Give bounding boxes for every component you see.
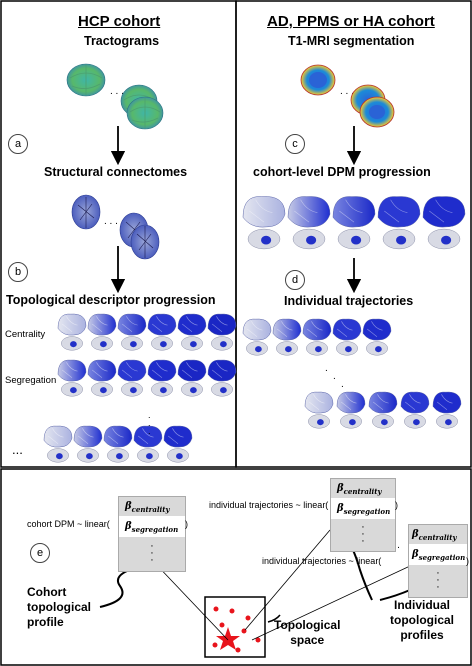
dpm-brain-4 [422, 196, 466, 250]
step-c-marker: c [285, 134, 305, 154]
traj1-brain-1 [272, 318, 302, 356]
hcp-cohort-title: HCP cohort [78, 13, 161, 30]
left-brain-r1-c1 [87, 359, 117, 397]
individual-equation-1: individual trajectories ~ linear( [209, 500, 329, 510]
dpm-brain-0 [242, 196, 286, 250]
left-ellipsis: ... [12, 442, 23, 457]
traj2-brain-3 [400, 391, 430, 429]
step-d-marker: d [285, 270, 305, 290]
connectome-brain-1 [71, 194, 101, 230]
link-ind2-to-space [251, 565, 411, 641]
traj1-brain-3 [332, 318, 362, 356]
tractogram-brain-3 [126, 96, 164, 130]
link-cohort-to-space [151, 559, 229, 641]
left-brain-r1-c2 [117, 359, 147, 397]
left-brain-r2-c4 [163, 425, 193, 463]
trajectory-row-2 [304, 391, 462, 429]
left-brain-r1-c5 [207, 359, 237, 397]
t1-segmentation-label: T1-MRI segmentation [288, 34, 415, 48]
topological-progression-label: Topological descriptor progression [6, 293, 216, 307]
left-brain-r2-c0 [43, 425, 73, 463]
cohort-profile-label: Cohort topological profile [27, 585, 91, 629]
connectome-dots: . . . [104, 216, 118, 227]
left-panel-frame [0, 0, 237, 468]
left-brain-r0-c1 [87, 313, 117, 351]
segmentation-dots: . . . [340, 86, 354, 97]
traj2-brain-4 [432, 391, 462, 429]
left-brain-r2-c2 [103, 425, 133, 463]
individual-profile-leader-2 [379, 589, 411, 601]
individual-trajectories-label: Individual trajectories [284, 294, 414, 308]
individual-profiles-label: Individual topological profiles [390, 598, 454, 642]
left-brain-r1-c3 [147, 359, 177, 397]
traj1-brain-2 [302, 318, 332, 356]
tractogram-brain-1 [66, 63, 106, 97]
right-panel-frame [235, 0, 472, 468]
trajectory-row-1 [242, 318, 392, 356]
left-grid-vdots-3: . [148, 426, 151, 436]
segmentation-brain-3 [359, 96, 395, 128]
left-brain-r0-c0 [57, 313, 87, 351]
cohort-beta-vector: βcentrality βsegregation · · · [118, 496, 186, 572]
bottom-panel-frame [0, 468, 472, 666]
left-brain-r0-c4 [177, 313, 207, 351]
dpm-brain-2 [332, 196, 376, 250]
left-brain-r2-c3 [133, 425, 163, 463]
left-progression-grid [43, 313, 237, 463]
individual-equation-2: individual trajectories ~ linear( [262, 556, 382, 566]
topological-space-label: Topological space [274, 618, 341, 647]
traj2-brain-2 [368, 391, 398, 429]
individual-profile-leader-1 [351, 547, 373, 601]
cohort-profile-leader [99, 567, 136, 608]
trajectory-diag-dots-3: . [341, 379, 344, 390]
dpm-brain-3 [377, 196, 421, 250]
left-brain-r1-c0 [57, 359, 87, 397]
individual-beta-vector-2: βcentrality βsegregation · · · [408, 524, 468, 598]
individual-equation-2-close: ) [466, 556, 469, 566]
link-ind1-to-space [244, 529, 331, 631]
cohort-dpm-row [242, 196, 466, 250]
left-brain-r1-c4 [177, 359, 207, 397]
step-a-marker: a [8, 134, 28, 154]
tractograms-label: Tractograms [84, 34, 160, 48]
cohort-equation: cohort DPM ~ linear( [27, 519, 110, 529]
left-grid-vdots-2: . [148, 418, 151, 428]
left-brain-r0-c5 [207, 313, 237, 351]
dpm-brain-1 [287, 196, 331, 250]
left-brain-r0-c3 [147, 313, 177, 351]
space-label-leader [267, 614, 281, 623]
structural-connectomes-label: Structural connectomes [44, 165, 188, 179]
centrality-row-label: Centrality [5, 329, 46, 340]
cohort-equation-close: ) [185, 519, 188, 529]
ad-cohort-title: AD, PPMS or HA cohort [267, 13, 435, 30]
traj2-brain-1 [336, 391, 366, 429]
segregation-row-label: Segregation [5, 375, 57, 386]
step-b-marker: b [8, 262, 28, 282]
cohort-dpm-label: cohort-level DPM progression [253, 165, 431, 179]
traj2-brain-0 [304, 391, 334, 429]
individual-equation-1-close: ) [395, 500, 398, 510]
connectome-brain-3 [130, 224, 160, 260]
individual-beta-vector-1: βcentrality βsegregation · · · [330, 478, 396, 552]
segmentation-brain-1 [300, 64, 336, 96]
step-e-marker: e [30, 543, 50, 563]
cohort-star-marker [216, 627, 240, 650]
left-grid-vdots: . [148, 410, 151, 420]
trajectory-diag-dots-2: . [333, 371, 336, 382]
trajectory-diag-dots: . [325, 363, 328, 374]
traj1-brain-0 [242, 318, 272, 356]
left-brain-r2-c1 [73, 425, 103, 463]
left-brain-r0-c2 [117, 313, 147, 351]
tractogram-dots: . . . [110, 86, 124, 97]
traj1-brain-4 [362, 318, 392, 356]
